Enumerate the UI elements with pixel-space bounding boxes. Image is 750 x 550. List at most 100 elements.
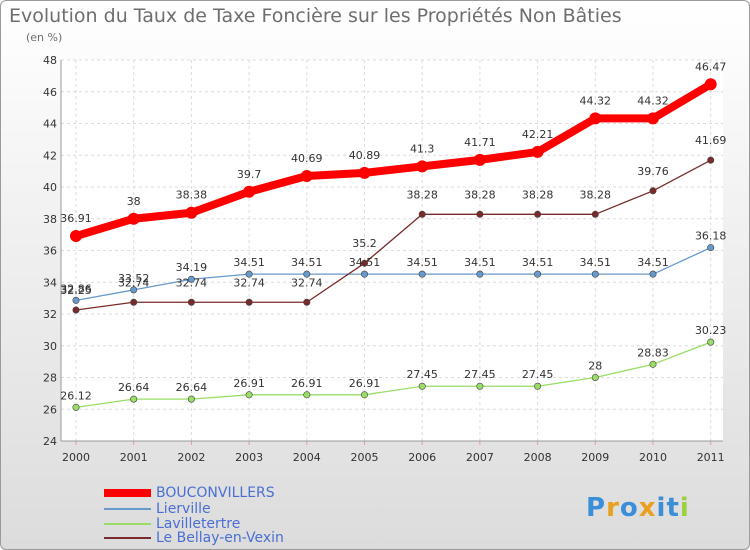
data-label: 38.28 [580,188,612,201]
legend-label: Lierville [156,501,211,517]
data-label: 40.89 [349,149,381,162]
data-point [418,270,426,278]
x-tick-label: 2010 [639,451,667,464]
data-label: 26.91 [233,377,265,390]
data-label: 34.51 [637,256,669,269]
data-label: 27.45 [522,368,554,381]
data-point [476,270,484,278]
data-label: 34.51 [291,256,323,269]
data-label: 46.47 [695,60,727,73]
data-point [303,298,311,306]
data-label: 28 [588,360,602,373]
data-point [360,391,368,399]
data-label: 38.28 [406,188,438,201]
y-tick-label: 24 [43,435,57,448]
data-label: 32.86 [60,282,92,295]
data-point [187,275,195,283]
data-point [476,382,484,390]
data-label: 39.7 [237,168,262,181]
legend-label: Le Bellay-en-Vexin [156,530,284,546]
y-tick-label: 38 [43,213,57,226]
data-point [245,298,253,306]
series-line-le-bellay-en-vexin [75,159,712,311]
data-point [707,156,715,164]
data-label: 26.64 [176,381,208,394]
data-point [245,391,253,399]
data-point [70,230,82,243]
legend-item-lierville: Lierville [156,502,211,517]
data-label: 44.32 [637,94,669,107]
y-tick-label: 48 [43,54,57,67]
data-point [649,270,657,278]
series-line-lavilletertre [75,341,712,408]
y-tick-label: 30 [43,340,57,353]
data-point [591,210,599,218]
legend-label: Lavilletertre [156,516,241,532]
data-point [360,270,368,278]
x-tick-label: 2007 [466,451,494,464]
data-point [418,382,426,390]
data-label: 40.69 [291,152,323,165]
data-label: 38.28 [464,188,496,201]
data-label: 41.71 [464,136,496,149]
data-label: 38.38 [176,189,208,202]
data-point [127,212,140,225]
data-point [418,210,426,218]
x-tick-label: 2003 [235,451,263,464]
data-point [130,395,138,403]
data-point [130,298,138,306]
data-point [416,160,429,173]
x-tick-label: 2006 [408,451,436,464]
data-point [187,298,195,306]
data-label: 26.91 [349,377,381,390]
data-label: 39.76 [637,165,669,178]
data-point [704,78,717,91]
data-label: 41.3 [410,142,435,155]
chart-title: Evolution du Taux de Taxe Foncière sur l… [9,5,622,27]
series-line-bouconvillers [72,80,715,241]
data-point [303,391,311,399]
data-label: 36.91 [60,212,92,225]
y-tick-label: 36 [43,245,57,258]
data-point [72,403,80,411]
legend-item-le-bellay-en-vexin: Le Bellay-en-Vexin [156,531,284,546]
data-point [473,153,486,166]
data-label: 30.23 [695,324,727,337]
data-label: 34.19 [176,261,208,274]
data-label: 44.32 [580,94,612,107]
data-point [591,373,599,381]
data-label: 38.28 [522,188,554,201]
y-tick-label: 44 [43,118,57,131]
data-point [707,244,715,252]
data-label: 34.51 [580,256,612,269]
x-tick-label: 2002 [177,451,205,464]
logo-letter: i [679,493,690,523]
logo-letter: t [666,493,680,523]
data-label: 38 [127,195,141,208]
data-point [185,206,198,219]
data-label: 34.51 [406,256,438,269]
data-point [130,286,138,294]
data-point [534,270,542,278]
data-label: 33.52 [118,272,150,285]
data-point [649,360,657,368]
chart-subtitle: (en %) [26,31,63,44]
data-label: 34.51 [522,256,554,269]
x-tick-label: 2005 [351,451,379,464]
data-point [360,259,368,267]
logo-letter: P [586,493,607,523]
data-label: 34.51 [464,256,496,269]
x-tick-label: 2011 [697,451,725,464]
y-tick-label: 40 [43,181,57,194]
logo-letter: r [606,493,620,523]
logo-letter: i [656,493,667,523]
data-point [300,170,313,183]
y-tick-label: 42 [43,149,57,162]
data-point [72,296,80,304]
data-point [647,112,659,125]
data-label: 27.45 [406,368,438,381]
data-point [591,270,599,278]
y-tick-label: 32 [43,308,57,321]
